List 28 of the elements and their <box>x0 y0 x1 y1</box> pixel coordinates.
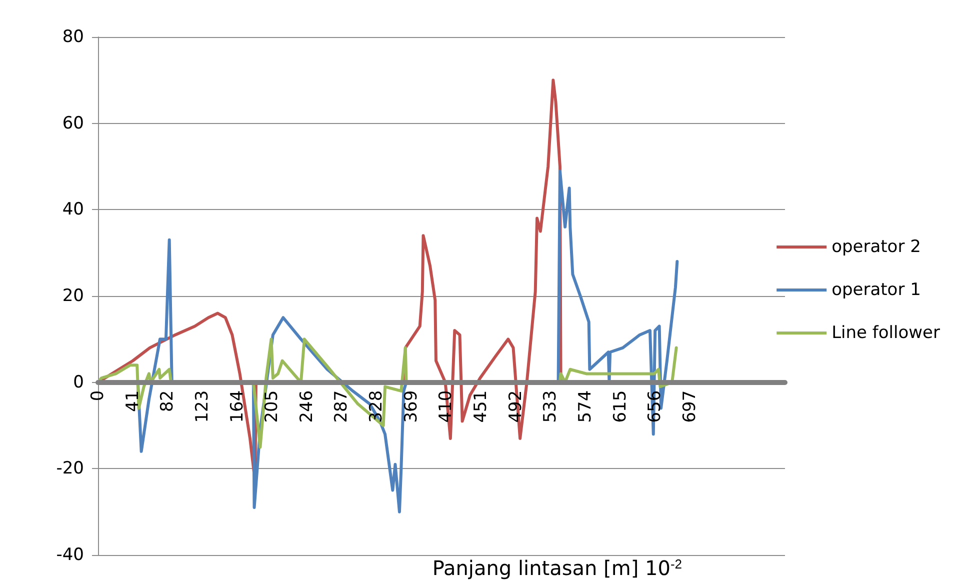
x-tick-label: 615 <box>610 390 630 423</box>
x-tick-label: 697 <box>680 390 700 423</box>
legend-label: operator 1 <box>832 280 921 300</box>
x-tick-label: 0 <box>88 390 108 402</box>
x-tick-label: 205 <box>262 390 282 423</box>
x-tick-label: 328 <box>366 390 387 423</box>
y-tick-label: 60 <box>62 113 84 134</box>
x-tick-label: 123 <box>192 390 212 423</box>
y-tick-label: 20 <box>62 286 84 306</box>
x-tick-label: 410 <box>436 390 456 423</box>
x-tick-label: 492 <box>506 390 526 423</box>
x-tick-label: 533 <box>540 390 561 423</box>
x-tick-label: 164 <box>227 390 248 423</box>
x-tick-label: 656 <box>645 390 666 423</box>
y-tick-label: 40 <box>62 200 84 220</box>
x-tick-label: 246 <box>296 390 317 423</box>
y-tick-label: 0 <box>73 372 84 392</box>
y-tick-label: -20 <box>56 458 84 479</box>
y-tick-label: 80 <box>62 27 84 47</box>
legend-label: operator 2 <box>832 237 921 257</box>
x-tick-label: 41 <box>122 390 143 412</box>
x-tick-label: 369 <box>401 390 422 423</box>
legend-label: Line follower <box>832 323 940 343</box>
y-tick-label: -40 <box>56 545 84 565</box>
x-tick-label: 287 <box>332 390 352 423</box>
x-tick-label: 82 <box>158 390 178 412</box>
x-tick-label: 451 <box>470 390 491 423</box>
x-tick-label: 574 <box>575 390 596 423</box>
